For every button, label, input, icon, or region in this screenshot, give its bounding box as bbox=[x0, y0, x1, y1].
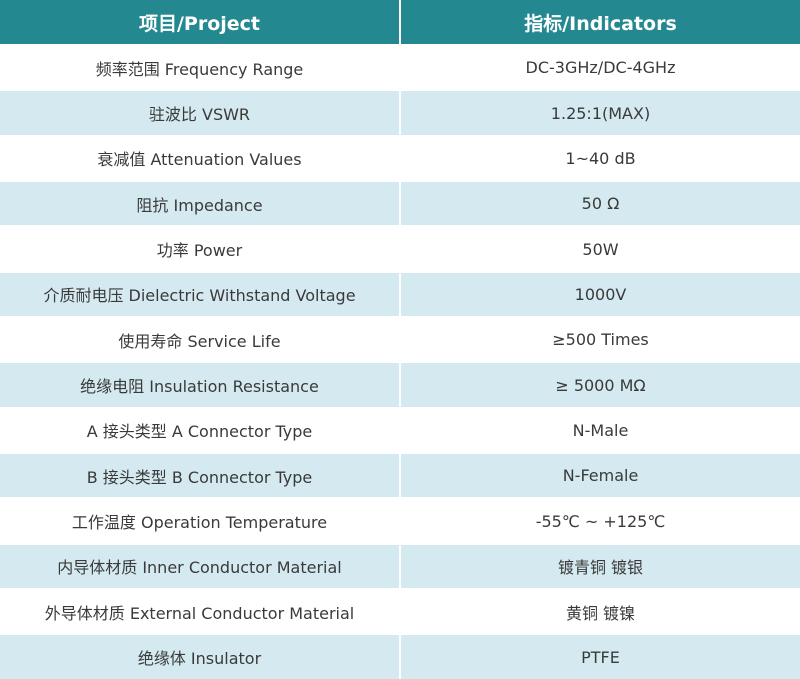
table-row: 绝缘体 Insulator PTFE bbox=[0, 634, 800, 679]
table-row: 频率范围 Frequency Range DC-3GHz/DC-4GHz bbox=[0, 45, 800, 92]
table-row: 绝缘电阻 Insulation Resistance ≥ 5000 MΩ bbox=[0, 362, 800, 409]
table-row: 衰减值 Attenuation Values 1~40 dB bbox=[0, 135, 800, 183]
table-head: 项目/Project 指标/Indicators bbox=[0, 0, 800, 46]
table-row: 功率 Power 50W bbox=[0, 226, 800, 273]
indicator-cell: DC-3GHz/DC-4GHz bbox=[400, 45, 800, 92]
header-cell: 指标/Indicators bbox=[400, 0, 800, 46]
indicator-cell: 1000V bbox=[400, 271, 800, 319]
project-cell: 使用寿命 Service Life bbox=[0, 317, 401, 364]
project-cell: 介质耐电压 Dielectric Withstand Voltage bbox=[0, 271, 401, 319]
project-cell: 功率 Power bbox=[0, 226, 401, 273]
indicator-cell: 镀青铜 镀银 bbox=[400, 543, 800, 591]
project-cell: 外导体材质 External Conductor Material bbox=[0, 589, 401, 636]
indicator-cell: PTFE bbox=[400, 634, 800, 679]
indicator-cell: ≥ 5000 MΩ bbox=[400, 362, 800, 409]
project-cell: A 接头类型 A Connector Type bbox=[0, 407, 401, 455]
indicator-cell: 50 Ω bbox=[400, 181, 800, 228]
table-row: 介质耐电压 Dielectric Withstand Voltage 1000V bbox=[0, 271, 800, 319]
project-cell: 内导体材质 Inner Conductor Material bbox=[0, 543, 401, 591]
indicator-cell: 1~40 dB bbox=[400, 135, 800, 183]
table-row: 内导体材质 Inner Conductor Material 镀青铜 镀银 bbox=[0, 543, 800, 591]
table-row: 驻波比 VSWR 1.25:1(MAX) bbox=[0, 90, 800, 137]
header-row: 项目/Project 指标/Indicators bbox=[0, 0, 800, 46]
project-cell: 频率范围 Frequency Range bbox=[0, 45, 401, 92]
project-cell: 衰减值 Attenuation Values bbox=[0, 135, 401, 183]
indicator-cell: 1.25:1(MAX) bbox=[400, 90, 800, 137]
project-cell: 工作温度 Operation Temperature bbox=[0, 498, 401, 545]
table-row: 阻抗 Impedance 50 Ω bbox=[0, 181, 800, 228]
indicator-cell: 50W bbox=[400, 226, 800, 273]
indicator-cell: ≥500 Times bbox=[400, 317, 800, 364]
table-body: 频率范围 Frequency Range DC-3GHz/DC-4GHz 驻波比 V… bbox=[0, 45, 800, 679]
table-row: A 接头类型 A Connector Type N-Male bbox=[0, 407, 800, 455]
indicator-cell: -55℃ ~ +125℃ bbox=[400, 498, 800, 545]
project-cell: B 接头类型 B Connector Type bbox=[0, 453, 401, 500]
indicator-cell: 黄铜 镀镍 bbox=[400, 589, 800, 636]
project-cell: 驻波比 VSWR bbox=[0, 90, 401, 137]
project-cell: 绝缘体 Insulator bbox=[0, 634, 401, 679]
table-row: B 接头类型 B Connector Type N-Female bbox=[0, 453, 800, 500]
project-cell: 绝缘电阻 Insulation Resistance bbox=[0, 362, 401, 409]
indicator-cell: N-Male bbox=[400, 407, 800, 455]
indicator-cell: N-Female bbox=[400, 453, 800, 500]
table-row: 工作温度 Operation Temperature -55℃ ~ +125℃ bbox=[0, 498, 800, 545]
table-row: 使用寿命 Service Life ≥500 Times bbox=[0, 317, 800, 364]
table-row: 外导体材质 External Conductor Material 黄铜 镀镍 bbox=[0, 589, 800, 636]
project-cell: 阻抗 Impedance bbox=[0, 181, 401, 228]
header-cell: 项目/Project bbox=[0, 0, 401, 46]
